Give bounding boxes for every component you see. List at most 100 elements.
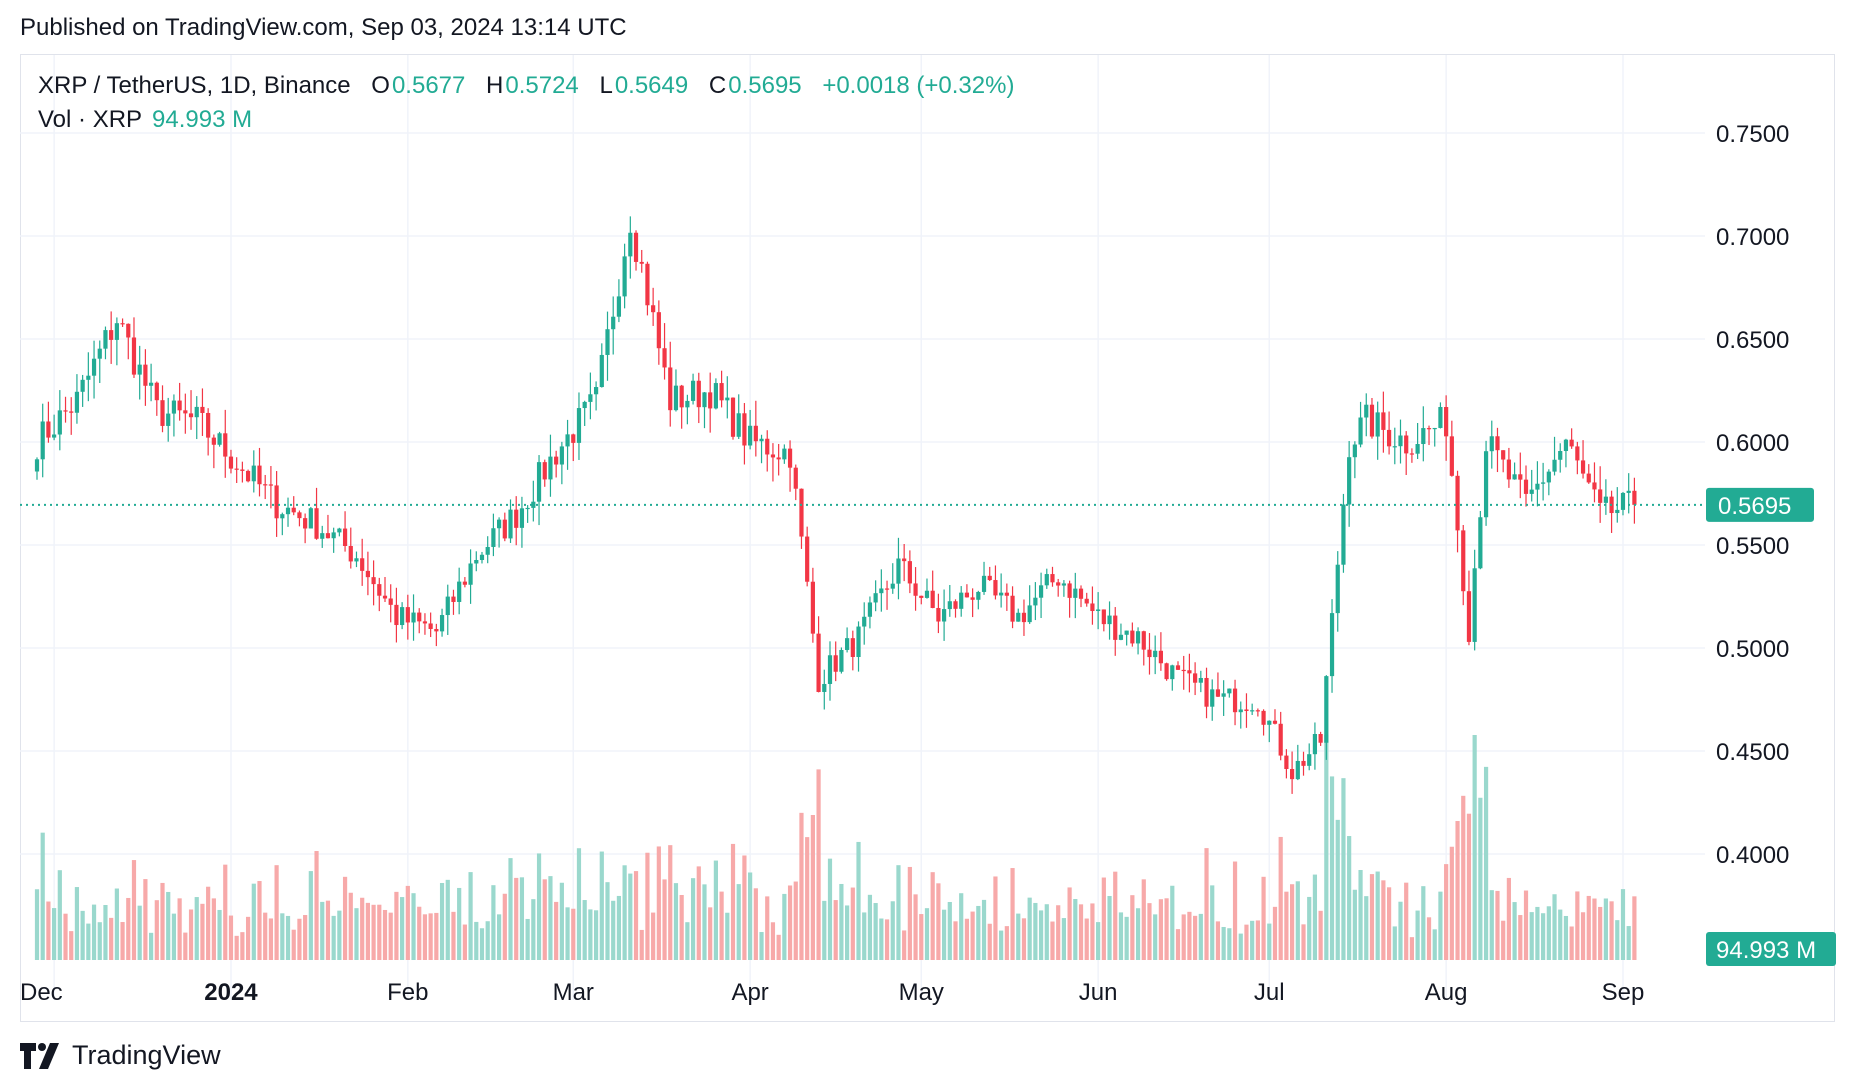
candle-body — [1312, 734, 1318, 755]
candle-body — [1010, 595, 1015, 622]
volume-bar — [810, 814, 815, 960]
volume-bar — [1175, 929, 1181, 960]
candle-body — [1107, 615, 1112, 625]
candle-body — [1147, 649, 1152, 658]
volume-bar — [1198, 913, 1203, 960]
volume-bar — [445, 879, 450, 960]
candle-body — [200, 406, 205, 413]
candle-body — [74, 391, 80, 413]
volume-bar — [1620, 889, 1626, 960]
volume-bar — [1130, 895, 1135, 960]
volume-bar — [1181, 914, 1186, 960]
volume-bar — [1472, 735, 1477, 960]
candle-body — [502, 519, 507, 539]
volume-bar — [976, 905, 981, 960]
volume-bar — [474, 921, 479, 960]
candle-body — [782, 448, 787, 460]
candle-body — [171, 400, 177, 414]
volume-badge: 94.993 M — [1706, 932, 1836, 966]
candle-body — [91, 358, 97, 376]
volume-bar — [1118, 912, 1124, 960]
candle-body — [1364, 404, 1369, 418]
volume-bar — [1563, 915, 1569, 960]
candle-body — [405, 607, 410, 623]
price-axis: 0.7500 0.7000 0.6500 0.6000 0.5500 0.5000 0.45… — [1716, 121, 1789, 869]
volume-bar — [719, 891, 724, 960]
volume-bar — [297, 918, 302, 960]
time-tick-label: 2024 — [204, 979, 258, 1006]
volume-bar — [1541, 913, 1546, 960]
candle-body — [1187, 670, 1192, 674]
volume-bar — [400, 897, 405, 960]
volume-bar — [428, 913, 433, 960]
candle-body — [1358, 417, 1363, 445]
candle-body — [924, 590, 930, 598]
price-tick-label: 0.5500 — [1716, 533, 1789, 560]
candle-body — [183, 410, 188, 414]
volume-bar — [708, 907, 713, 960]
symbol-label[interactable]: XRP / TetherUS, 1D, Binance — [38, 72, 351, 99]
candle-body — [360, 558, 365, 571]
volume-bar — [748, 872, 753, 960]
candle-body — [1204, 677, 1209, 707]
candle-body — [211, 437, 216, 445]
volume-bar — [257, 881, 262, 960]
candle-body — [1483, 451, 1489, 518]
volume-bar — [417, 906, 422, 960]
candle-body — [1027, 605, 1032, 623]
volume-bar — [109, 917, 114, 960]
candle-body — [685, 400, 690, 408]
candle-body — [1016, 612, 1021, 622]
candle-body — [959, 592, 964, 609]
candle-body — [805, 536, 810, 582]
volume-bar — [394, 891, 399, 960]
candle-body — [1056, 582, 1061, 586]
volume-bar — [1518, 915, 1523, 960]
volume-bar — [1489, 890, 1494, 960]
candle-body — [1341, 504, 1346, 565]
volume-bar — [1290, 884, 1295, 960]
candle-body — [1044, 574, 1049, 586]
volume-bar — [1312, 874, 1318, 960]
candle-body — [1392, 446, 1397, 448]
volume-bar — [388, 912, 393, 960]
candle-body — [217, 433, 222, 445]
volume-bar — [1324, 735, 1329, 960]
open-value: 0.5677 — [391, 72, 466, 99]
candle-body — [1455, 475, 1460, 531]
candle-body — [46, 421, 51, 438]
volume-bar — [1164, 898, 1169, 960]
volume-bar — [1461, 795, 1466, 960]
volume-bar — [1073, 899, 1078, 960]
volume-bar — [497, 914, 502, 960]
volume-bar — [166, 891, 171, 960]
candle-body — [970, 597, 975, 600]
volume-bar — [120, 922, 125, 960]
candle-body — [34, 459, 40, 472]
volume-bar — [382, 909, 388, 960]
candle-body — [953, 601, 958, 609]
candle-body — [1352, 444, 1357, 458]
candle-body — [1461, 530, 1466, 592]
candle-body — [285, 507, 291, 515]
candle-body — [884, 588, 890, 590]
volume-bar — [1215, 921, 1221, 960]
volume-bar — [1193, 915, 1198, 960]
tradingview-footer[interactable]: TradingView — [20, 1040, 221, 1071]
volume-bar — [1078, 904, 1084, 960]
volume-bar — [1135, 908, 1141, 960]
volume-bar — [462, 924, 467, 960]
candle-body — [628, 232, 633, 257]
candle-body — [154, 382, 159, 401]
volume-label[interactable]: Vol · XRP — [38, 106, 143, 133]
volume-bar — [348, 892, 353, 960]
volume-bar — [1307, 896, 1312, 960]
candle-body — [1113, 615, 1118, 640]
candle-body — [417, 612, 422, 622]
volume-bar — [519, 877, 525, 960]
volume-bar — [360, 897, 365, 960]
volume-bar — [970, 911, 975, 960]
tradingview-logo-icon — [20, 1042, 59, 1069]
candle-body — [1318, 734, 1323, 743]
